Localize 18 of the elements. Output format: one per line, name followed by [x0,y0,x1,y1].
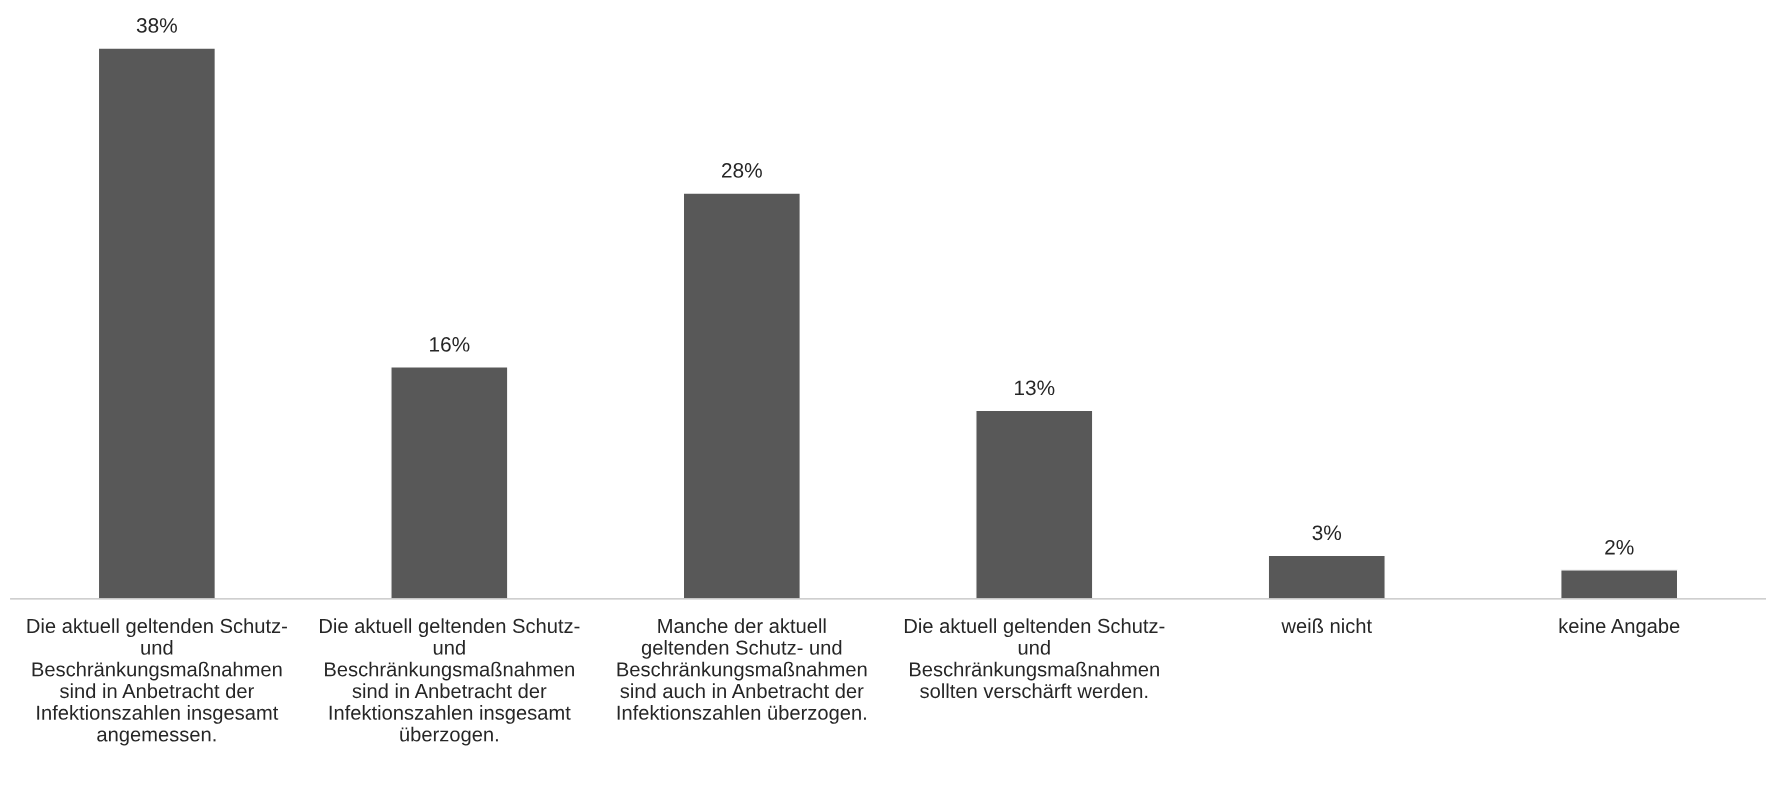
x-tick-label: Die aktuell geltenden Schutz- und Beschränkungsmaßnahmen sind in Anbetracht der Infektionszahlen insgesamt überzogen. [320,618,580,746]
x-tick-label: keine Angabe [1559,618,1680,638]
bar [1560,569,1679,599]
data-label: 13% [1015,380,1055,396]
x-tick-label: Die aktuell geltenden Schutz- und Beschränkungsmaßnahmen sind in Anbetracht der Infektionszahlen insgesamt angemessen. [27,618,287,746]
bar [682,192,801,599]
x-tick-label: Die aktuell geltenden Schutz- und Beschränkungsmaßnahmen sollten verschärft werden. [904,618,1165,699]
bar [390,366,509,599]
bar [975,409,1094,599]
data-label: 2% [1605,539,1634,555]
data-label: 38% [136,18,177,33]
data-label: 3% [1312,525,1342,541]
data-label: 16% [430,336,470,352]
x-tick-label: Manche der aktuell geltenden Schutz- und Beschränkungsmaßnahmen sind auch in Anbetracht der Infektionszahlen überzogen. [617,618,867,724]
data-label: 28% [722,163,762,178]
bar [97,47,217,599]
x-tick-label: weiß nicht [1281,618,1372,634]
bar [1267,554,1386,599]
